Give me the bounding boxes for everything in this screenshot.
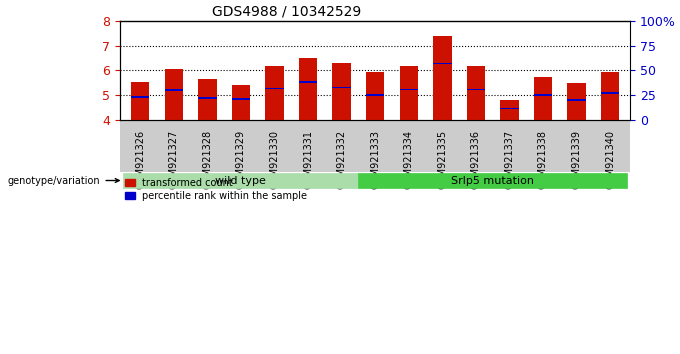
Bar — [131, 82, 150, 120]
Bar — [124, 173, 358, 188]
Bar — [198, 97, 217, 99]
Bar — [358, 173, 627, 188]
Bar — [232, 98, 250, 100]
Text: GDS4988 / 10342529: GDS4988 / 10342529 — [212, 4, 361, 18]
Bar — [366, 94, 384, 96]
Bar — [500, 108, 519, 109]
Text: genotype/variation: genotype/variation — [8, 176, 119, 185]
Bar — [534, 77, 552, 120]
Bar — [299, 58, 318, 120]
Bar — [466, 66, 485, 120]
Bar — [265, 87, 284, 89]
Bar — [400, 88, 418, 90]
Bar — [265, 66, 284, 120]
Bar — [232, 85, 250, 120]
Bar — [534, 94, 552, 96]
Bar — [299, 81, 318, 82]
Bar — [333, 63, 351, 120]
Bar — [567, 83, 585, 120]
Bar — [131, 96, 150, 98]
Legend: transformed count, percentile rank within the sample: transformed count, percentile rank withi… — [125, 178, 307, 201]
Bar — [433, 36, 452, 120]
Bar — [165, 89, 183, 91]
Text: Srlp5 mutation: Srlp5 mutation — [451, 176, 534, 185]
Bar — [366, 72, 384, 120]
Bar — [165, 69, 183, 120]
Bar — [120, 120, 630, 172]
Bar — [601, 92, 619, 94]
Bar — [601, 72, 619, 120]
Bar — [333, 86, 351, 88]
Bar — [567, 99, 585, 101]
Text: wild type: wild type — [216, 176, 267, 185]
Bar — [400, 65, 418, 120]
Bar — [433, 63, 452, 64]
Bar — [198, 79, 217, 120]
Bar — [466, 88, 485, 90]
Bar — [500, 101, 519, 120]
